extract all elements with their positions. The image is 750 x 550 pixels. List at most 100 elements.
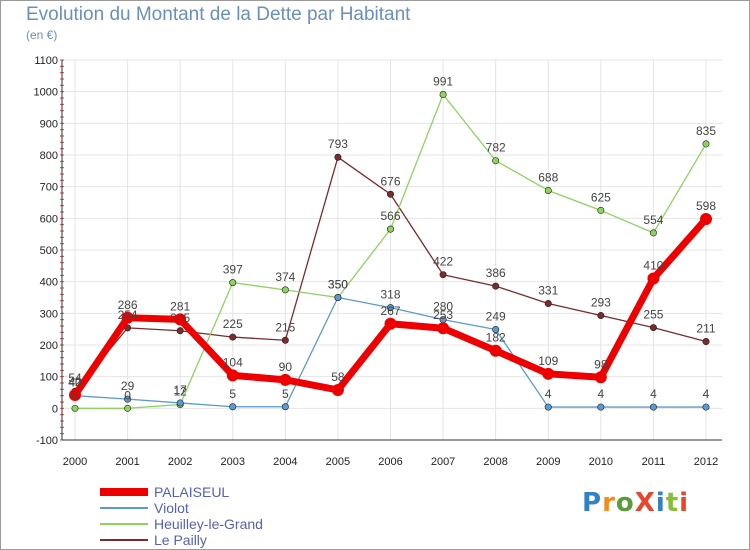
data-point — [226, 369, 239, 382]
data-point — [174, 313, 187, 326]
data-label: 249 — [486, 309, 506, 323]
y-tick-label: 200 — [40, 340, 58, 352]
y-tick-label: 400 — [40, 277, 58, 289]
data-label: 835 — [696, 124, 716, 138]
y-tick-label: 900 — [40, 118, 58, 130]
y-tick-label: 600 — [40, 213, 58, 225]
data-point — [229, 333, 237, 341]
x-tick-label: 2007 — [431, 456, 455, 468]
data-label: 397 — [223, 263, 243, 277]
data-point — [229, 403, 237, 411]
legend-label-heuilley-le-grand: Heuilley-le-Grand — [154, 516, 263, 532]
x-tick-label: 2011 — [642, 456, 666, 468]
data-point — [492, 282, 500, 290]
data-label: 98 — [594, 357, 608, 371]
data-point — [176, 327, 184, 335]
data-point — [594, 371, 607, 384]
logo-letter: X — [634, 488, 656, 518]
data-point — [281, 403, 289, 411]
data-point — [492, 157, 500, 165]
data-point — [331, 383, 344, 396]
data-label: 4 — [597, 387, 604, 401]
data-point — [597, 312, 605, 320]
data-label: 42 — [68, 375, 82, 389]
logo-letter: o — [615, 488, 635, 518]
data-point — [176, 399, 184, 407]
data-label: 318 — [380, 288, 400, 302]
x-tick-label: 2009 — [536, 456, 560, 468]
legend-swatch-le-pailly — [100, 539, 148, 541]
data-label: 350 — [328, 278, 348, 292]
data-label: 331 — [538, 284, 558, 298]
data-label: 54 — [68, 371, 82, 385]
data-point — [334, 293, 342, 301]
proxiti-logo: ProXiti — [582, 488, 689, 518]
data-label: 676 — [380, 174, 400, 188]
x-tick-label: 2004 — [273, 456, 297, 468]
y-tick-label: 800 — [40, 150, 58, 162]
data-point — [124, 404, 132, 412]
data-point — [489, 344, 502, 357]
legend-label-le-pailly: Le Pailly — [154, 532, 207, 548]
data-label: 5 — [229, 387, 236, 401]
data-point — [69, 389, 81, 402]
legend-item-heuilley-le-grand: Heuilley-le-Grand — [100, 516, 360, 532]
x-tick-label: 2005 — [326, 456, 350, 468]
data-label: 245 — [170, 311, 190, 325]
data-label: 215 — [275, 320, 295, 334]
data-point — [649, 229, 657, 237]
data-point — [647, 272, 660, 285]
data-point — [597, 403, 605, 411]
data-point — [439, 91, 447, 99]
data-point — [544, 186, 552, 194]
data-point — [439, 271, 447, 279]
x-tick-label: 2000 — [63, 456, 87, 468]
data-label: 267 — [380, 304, 400, 318]
data-label: 255 — [643, 308, 663, 322]
x-tick-label: 2012 — [694, 456, 718, 468]
data-label: 422 — [433, 255, 453, 269]
logo-letter: i — [679, 488, 690, 518]
logo-letter: P — [582, 488, 603, 518]
data-point — [386, 190, 394, 198]
data-label: 280 — [433, 300, 453, 314]
data-label: 104 — [223, 355, 243, 369]
data-label: 182 — [486, 331, 506, 345]
legend-label-violot: Violot — [154, 500, 189, 516]
data-label: 374 — [275, 270, 295, 284]
data-label: 58 — [331, 370, 345, 384]
data-point — [544, 300, 552, 308]
chart-unit-label: (en €) — [26, 28, 58, 42]
data-point — [702, 140, 710, 148]
data-point — [492, 325, 500, 333]
legend-swatch-palaiseul — [100, 488, 148, 496]
data-point — [702, 403, 710, 411]
y-tick-label: 500 — [40, 245, 58, 257]
legend: PALAISEUL Violot Heuilley-le-Grand Le Pa… — [100, 484, 360, 548]
x-tick-label: 2003 — [221, 456, 245, 468]
data-label: 109 — [538, 354, 558, 368]
data-label: 29 — [121, 379, 135, 393]
data-point — [700, 212, 712, 225]
data-label: 410 — [643, 259, 663, 273]
data-label: 286 — [118, 298, 138, 312]
data-point — [649, 403, 657, 411]
data-label: 782 — [486, 141, 506, 155]
legend-item-le-pailly: Le Pailly — [100, 532, 360, 548]
data-label: 12 — [173, 385, 187, 399]
y-tick-label: 1000 — [34, 87, 58, 99]
legend-item-palaiseul: PALAISEUL — [100, 484, 360, 500]
data-label: 17 — [173, 383, 187, 397]
data-point — [597, 206, 605, 214]
data-point — [384, 317, 397, 330]
data-point — [544, 403, 552, 411]
data-label: 4 — [650, 387, 657, 401]
data-label: 625 — [591, 190, 611, 204]
data-label: 0 — [124, 388, 131, 402]
data-label: 688 — [538, 170, 558, 184]
data-label: 281 — [170, 299, 190, 313]
y-tick-label: 100 — [40, 372, 58, 384]
data-point — [281, 286, 289, 294]
legend-label-palaiseul: PALAISEUL — [154, 484, 230, 500]
data-label: 554 — [643, 213, 663, 227]
